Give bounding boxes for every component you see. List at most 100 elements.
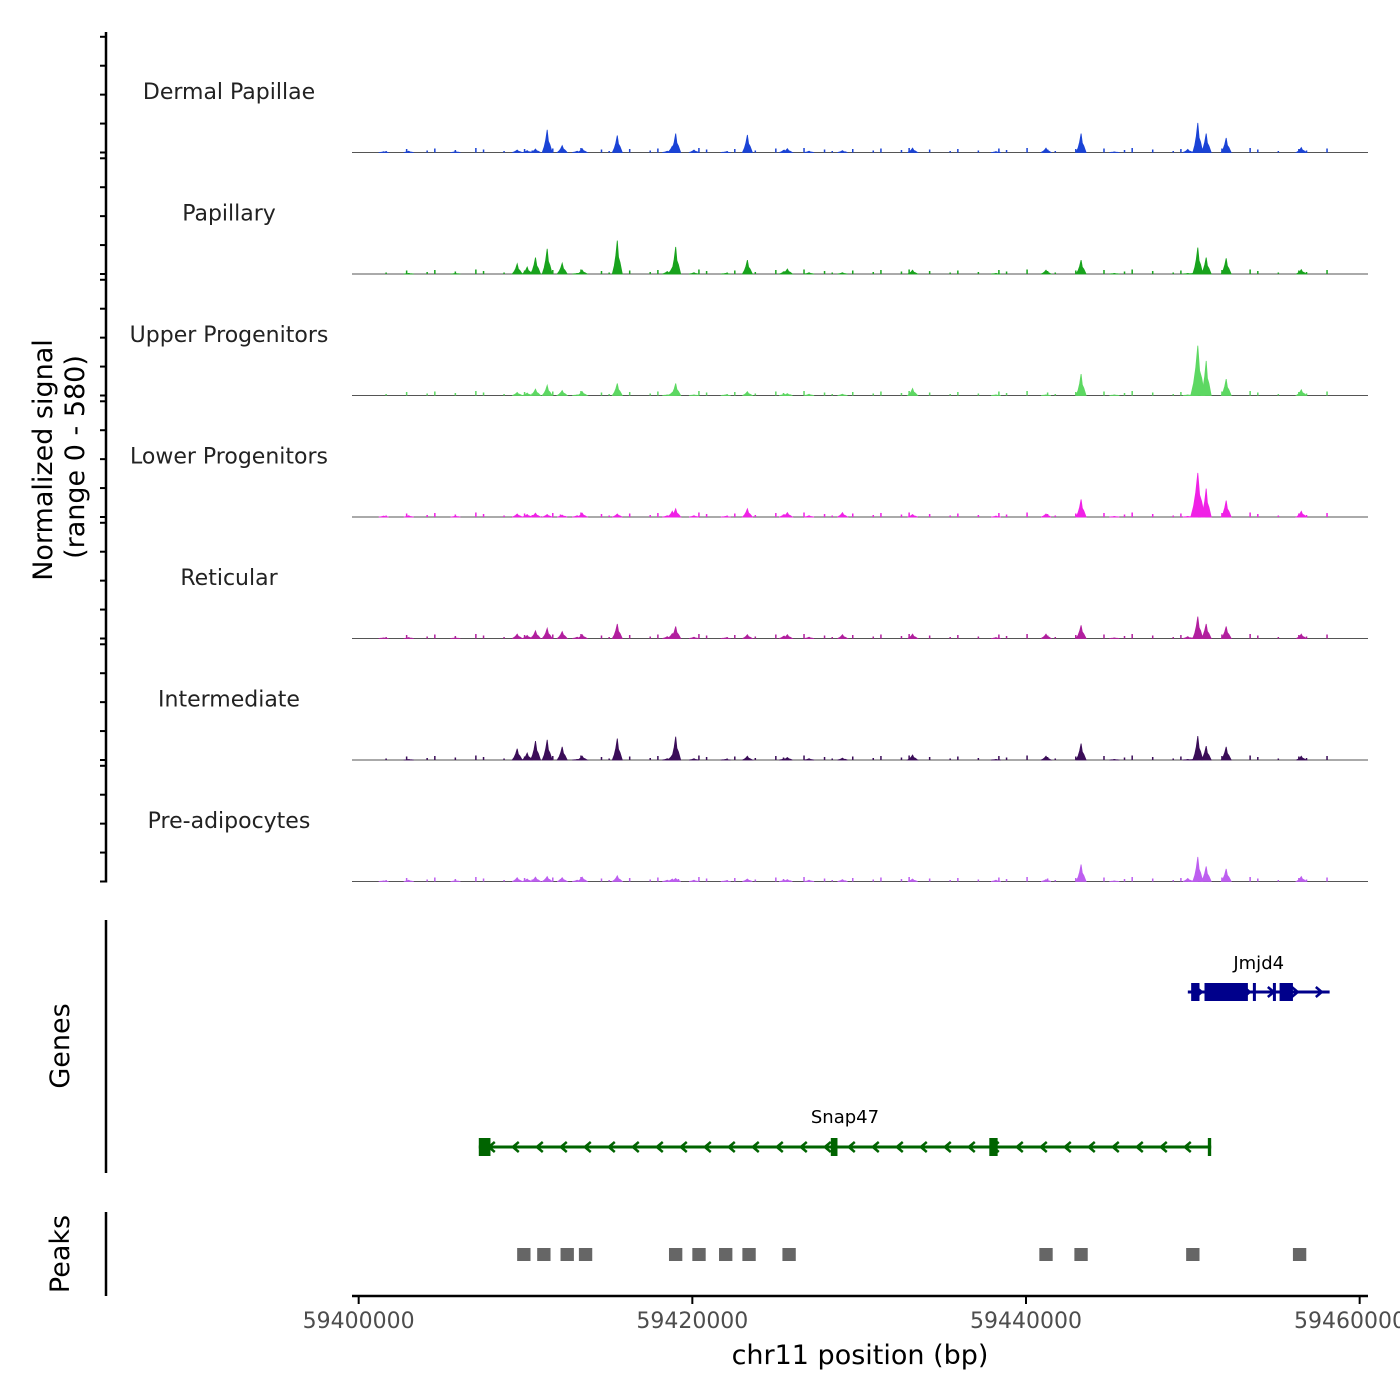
coverage-noise [705, 878, 708, 882]
coverage-noise [475, 148, 477, 153]
coverage-peak [378, 637, 389, 639]
strand-arrow [846, 1141, 856, 1153]
coverage-noise [559, 757, 562, 760]
coverage-noise [1075, 270, 1077, 274]
coverage-peak [742, 878, 753, 882]
coverage-noise [851, 756, 854, 760]
coverage-peak [403, 637, 414, 639]
coverage-peak [837, 272, 848, 275]
coverage-noise [1054, 394, 1057, 396]
coverage-noise [1054, 637, 1057, 639]
coverage-noise [1046, 757, 1049, 760]
coverage-tracks: Dermal Papillae Papillary Upper Progenitor… [100, 32, 1368, 883]
coverage-noise [900, 757, 903, 760]
coverage-noise [705, 635, 708, 639]
coverage-noise [1123, 879, 1126, 882]
coverage-noise [426, 879, 428, 882]
coverage-noise [503, 394, 505, 396]
coverage-noise [1200, 150, 1203, 153]
strand-arrow [894, 1141, 904, 1153]
coverage-noise [1172, 758, 1174, 760]
coverage-noise [475, 391, 477, 396]
coverage-noise [1180, 756, 1182, 760]
coverage-noise [1221, 391, 1223, 396]
coverage-noise [880, 513, 882, 517]
coverage-noise [775, 634, 777, 639]
coverage-noise [531, 393, 534, 396]
coverage-peak [1040, 513, 1052, 518]
strand-arrow [1134, 1141, 1144, 1153]
coverage-noise [434, 634, 436, 639]
coverage-noise [880, 756, 882, 760]
coverage-noise [1054, 880, 1057, 882]
coverage-noise [782, 757, 785, 760]
coverage-peak [612, 513, 623, 518]
coverage-noise [1249, 269, 1251, 274]
x-tick-label: 59440000 [970, 1309, 1082, 1334]
coverage-peak [403, 879, 414, 882]
coverage-peak [782, 879, 793, 882]
strand-arrow [726, 1141, 736, 1153]
coverage-noise [580, 755, 582, 760]
coverage-noise [559, 271, 562, 274]
coverage-noise [405, 635, 408, 639]
coverage-peak [403, 272, 414, 275]
coverage-noise [726, 394, 728, 396]
coverage-noise [782, 393, 785, 396]
strand-arrow [750, 1141, 760, 1153]
track-label: Dermal Papillae [143, 80, 315, 105]
coverage-noise [454, 271, 457, 274]
coverage-noise [998, 270, 1000, 274]
coverage-peak [837, 634, 850, 639]
coverage-noise [775, 148, 777, 153]
coverage-peak [512, 149, 523, 153]
coverage-noise [405, 878, 408, 882]
coverage-noise [405, 149, 408, 153]
coverage-noise [1054, 758, 1057, 760]
coverage-noise [454, 514, 457, 517]
coverage-noise [1103, 270, 1105, 274]
coverage-track: Reticular [100, 521, 1368, 640]
coverage-noise [803, 877, 805, 882]
coverage-peak [720, 637, 731, 639]
coverage-noise [559, 150, 562, 153]
coverage-noise [1123, 636, 1126, 639]
peak-region [1292, 1248, 1307, 1261]
coverage-y-axis-range-label: (range 0 - 580) [60, 355, 91, 559]
coverage-peak [1109, 637, 1120, 639]
coverage-noise [754, 515, 757, 517]
coverage-peak [403, 515, 414, 518]
coverage-peak [511, 748, 523, 761]
coverage-noise [1046, 514, 1049, 517]
coverage-noise [1151, 149, 1154, 153]
x-tick-label: 59400000 [303, 1309, 415, 1334]
coverage-noise [726, 151, 728, 153]
coverage-noise [434, 270, 436, 274]
exon [1279, 983, 1293, 1001]
coverage-noise [559, 879, 562, 882]
coverage-peak [556, 261, 568, 275]
coverage-noise [782, 150, 785, 153]
coverage-noise [928, 271, 931, 274]
coverage-noise [1005, 150, 1008, 153]
coverage-noise [657, 148, 659, 153]
strand-arrow [582, 1141, 592, 1153]
coverage-peak [577, 755, 589, 761]
coverage-noise [385, 880, 387, 882]
coverage-noise [1123, 514, 1126, 517]
strand-arrow [1315, 986, 1324, 998]
coverage-noise [608, 758, 610, 760]
coverage-noise [649, 515, 651, 517]
coverage-noise [908, 512, 910, 517]
coverage-noise [977, 636, 980, 639]
coverage-peak [611, 135, 623, 153]
coverage-noise [1305, 515, 1308, 517]
coverage-noise [482, 514, 485, 517]
coverage-noise [482, 149, 485, 153]
coverage-noise [957, 756, 959, 760]
exon [830, 1138, 838, 1156]
coverage-peak [541, 626, 553, 639]
coverage-peak [688, 879, 700, 882]
coverage-peak [1296, 755, 1308, 761]
coverage-peak [577, 148, 589, 153]
